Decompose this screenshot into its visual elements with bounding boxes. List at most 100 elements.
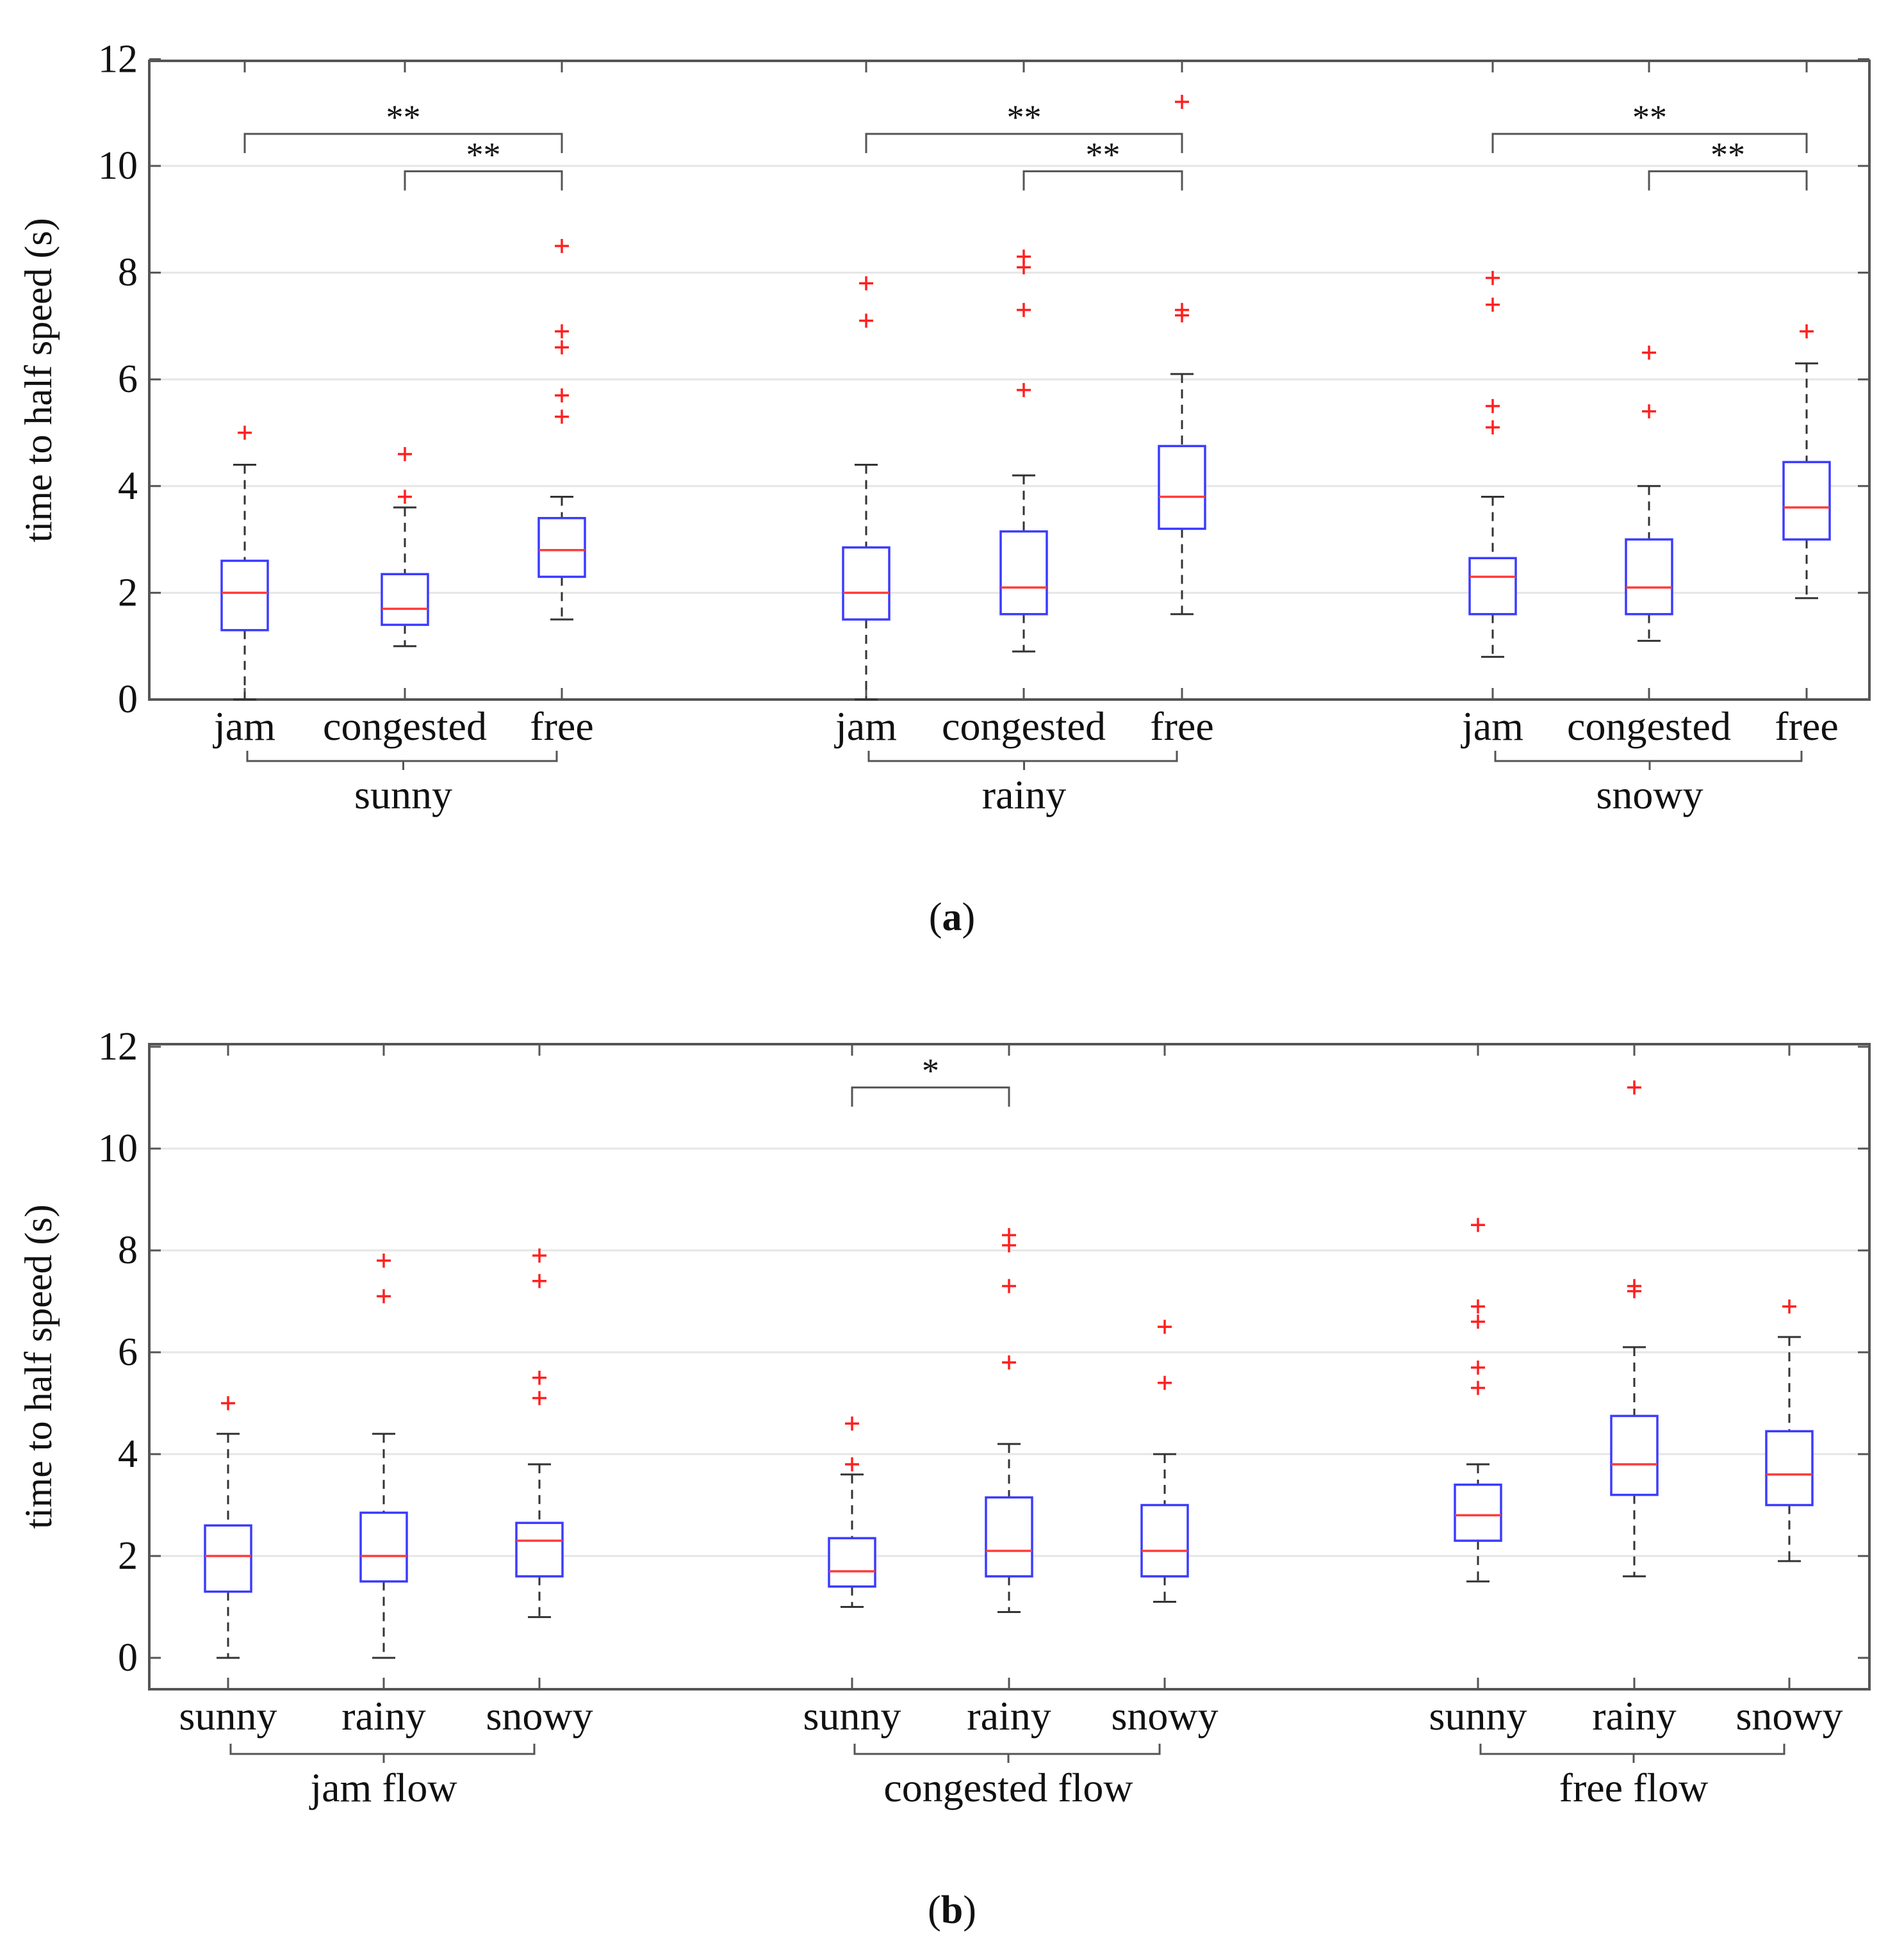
outlier-marker <box>1017 382 1031 397</box>
box-b-jam-flow-sunny: sunny <box>179 1044 277 1739</box>
outlier-marker <box>555 324 569 339</box>
box-iqr <box>842 546 890 621</box>
outlier-marker <box>1471 1314 1485 1329</box>
panel-a-label: a <box>942 896 962 939</box>
box-a-rainy-congested: congested <box>942 61 1106 749</box>
significance-marker: ** <box>386 98 421 136</box>
x-tick-label: rainy <box>1592 1693 1677 1739</box>
y-tick-label: 10 <box>98 144 138 188</box>
x-tick-label: snowy <box>486 1693 593 1739</box>
box-a-rainy-jam: jam <box>834 61 897 749</box>
x-tick-label: free <box>530 703 593 749</box>
x-tick-label: congested <box>323 703 487 749</box>
panel-b-caption: (b) <box>928 1888 976 1932</box>
group-bracket <box>867 751 1178 770</box>
significance-bracket <box>851 1086 1010 1107</box>
outlier-marker <box>377 1289 391 1304</box>
outlier-marker <box>221 1396 235 1411</box>
y-tick-label: 12 <box>98 37 138 81</box>
outlier-marker <box>1471 1218 1485 1232</box>
x-tick-label: jam <box>1461 703 1523 749</box>
box-iqr <box>1625 538 1673 616</box>
box-a-snowy-jam: jam <box>1461 61 1523 749</box>
x-tick-label: rainy <box>341 1693 426 1739</box>
y-axis-label: time to half speed (s) <box>17 218 60 543</box>
outlier-marker <box>1486 398 1500 413</box>
significance-bracket <box>243 133 563 154</box>
box-iqr <box>220 559 269 632</box>
y-tick-label: 4 <box>118 464 138 508</box>
outlier-marker <box>1627 1080 1641 1095</box>
outlier-marker <box>1642 404 1656 419</box>
y-tick-label: 6 <box>118 1331 138 1374</box>
outlier-marker <box>1002 1279 1016 1293</box>
box-iqr <box>381 573 429 626</box>
box-iqr <box>515 1521 564 1578</box>
group-label: jam flow <box>309 1765 457 1810</box>
outlier-marker <box>532 1273 546 1288</box>
box-iqr <box>1782 461 1831 541</box>
significance-bracket <box>1648 170 1808 191</box>
box-iqr <box>1454 1483 1502 1542</box>
outlier-marker <box>1627 1279 1641 1293</box>
significance-marker: ** <box>1007 98 1042 136</box>
significance-bracket <box>404 170 563 191</box>
box-b-free-flow-rainy: rainy <box>1592 1044 1677 1739</box>
outlier-marker <box>1782 1299 1796 1314</box>
group-bracket <box>246 751 558 770</box>
outlier-marker <box>1002 1228 1016 1243</box>
box-a-rainy-free: free <box>1150 61 1214 749</box>
box-iqr <box>1158 445 1206 530</box>
outlier-marker <box>1017 249 1031 264</box>
box-iqr <box>1610 1414 1659 1496</box>
y-tick-label: 4 <box>118 1432 138 1476</box>
significance-marker: ** <box>466 135 501 174</box>
x-tick-label: snowy <box>1111 1693 1218 1739</box>
x-tick-label: free <box>1150 703 1213 749</box>
significance-bracket <box>1022 170 1183 191</box>
outlier-marker <box>1642 345 1656 360</box>
significance-marker: ** <box>1711 135 1745 174</box>
outlier-marker <box>845 1416 859 1431</box>
y-tick-label: 2 <box>118 571 138 614</box>
outlier-marker <box>1471 1380 1485 1395</box>
outlier-marker <box>398 489 412 504</box>
outlier-marker <box>555 409 569 424</box>
outlier-marker <box>532 1248 546 1263</box>
box-b-jam-flow-snowy: snowy <box>486 1044 593 1739</box>
x-tick-label: jam <box>834 703 897 749</box>
outlier-marker <box>1486 297 1500 312</box>
box-a-snowy-congested: congested <box>1567 61 1731 749</box>
x-tick-label: congested <box>1567 703 1731 749</box>
box-iqr <box>999 530 1048 616</box>
significance-bracket <box>1491 133 1808 154</box>
box-a-sunny-free: free <box>530 61 594 749</box>
group-label: rainy <box>982 772 1067 817</box>
box-b-jam-flow-rainy: rainy <box>341 1044 426 1739</box>
box-b-free-flow-sunny: sunny <box>1429 1044 1527 1739</box>
x-tick-label: free <box>1775 703 1838 749</box>
box-b-free-flow-snowy: snowy <box>1736 1044 1843 1739</box>
box-iqr <box>985 1496 1033 1578</box>
y-tick-label: 8 <box>118 1229 138 1272</box>
outlier-marker <box>532 1370 546 1385</box>
group-bracket <box>853 1744 1161 1763</box>
significance-marker: ** <box>1086 135 1120 174</box>
y-tick-label: 6 <box>118 357 138 401</box>
box-a-snowy-free: free <box>1775 61 1839 749</box>
box-iqr <box>204 1524 252 1593</box>
outlier-marker <box>1486 270 1500 285</box>
outlier-marker <box>1158 1320 1172 1334</box>
y-axis-label: time to half speed (s) <box>17 1204 60 1529</box>
outlier-marker <box>398 446 412 461</box>
y-tick-label: 8 <box>118 251 138 295</box>
box-iqr <box>538 517 586 578</box>
significance-marker: * <box>922 1052 939 1090</box>
y-tick-label: 0 <box>118 678 138 721</box>
outlier-marker <box>1002 1355 1016 1370</box>
outlier-marker <box>1471 1299 1485 1314</box>
y-tick-label: 10 <box>98 1127 138 1170</box>
